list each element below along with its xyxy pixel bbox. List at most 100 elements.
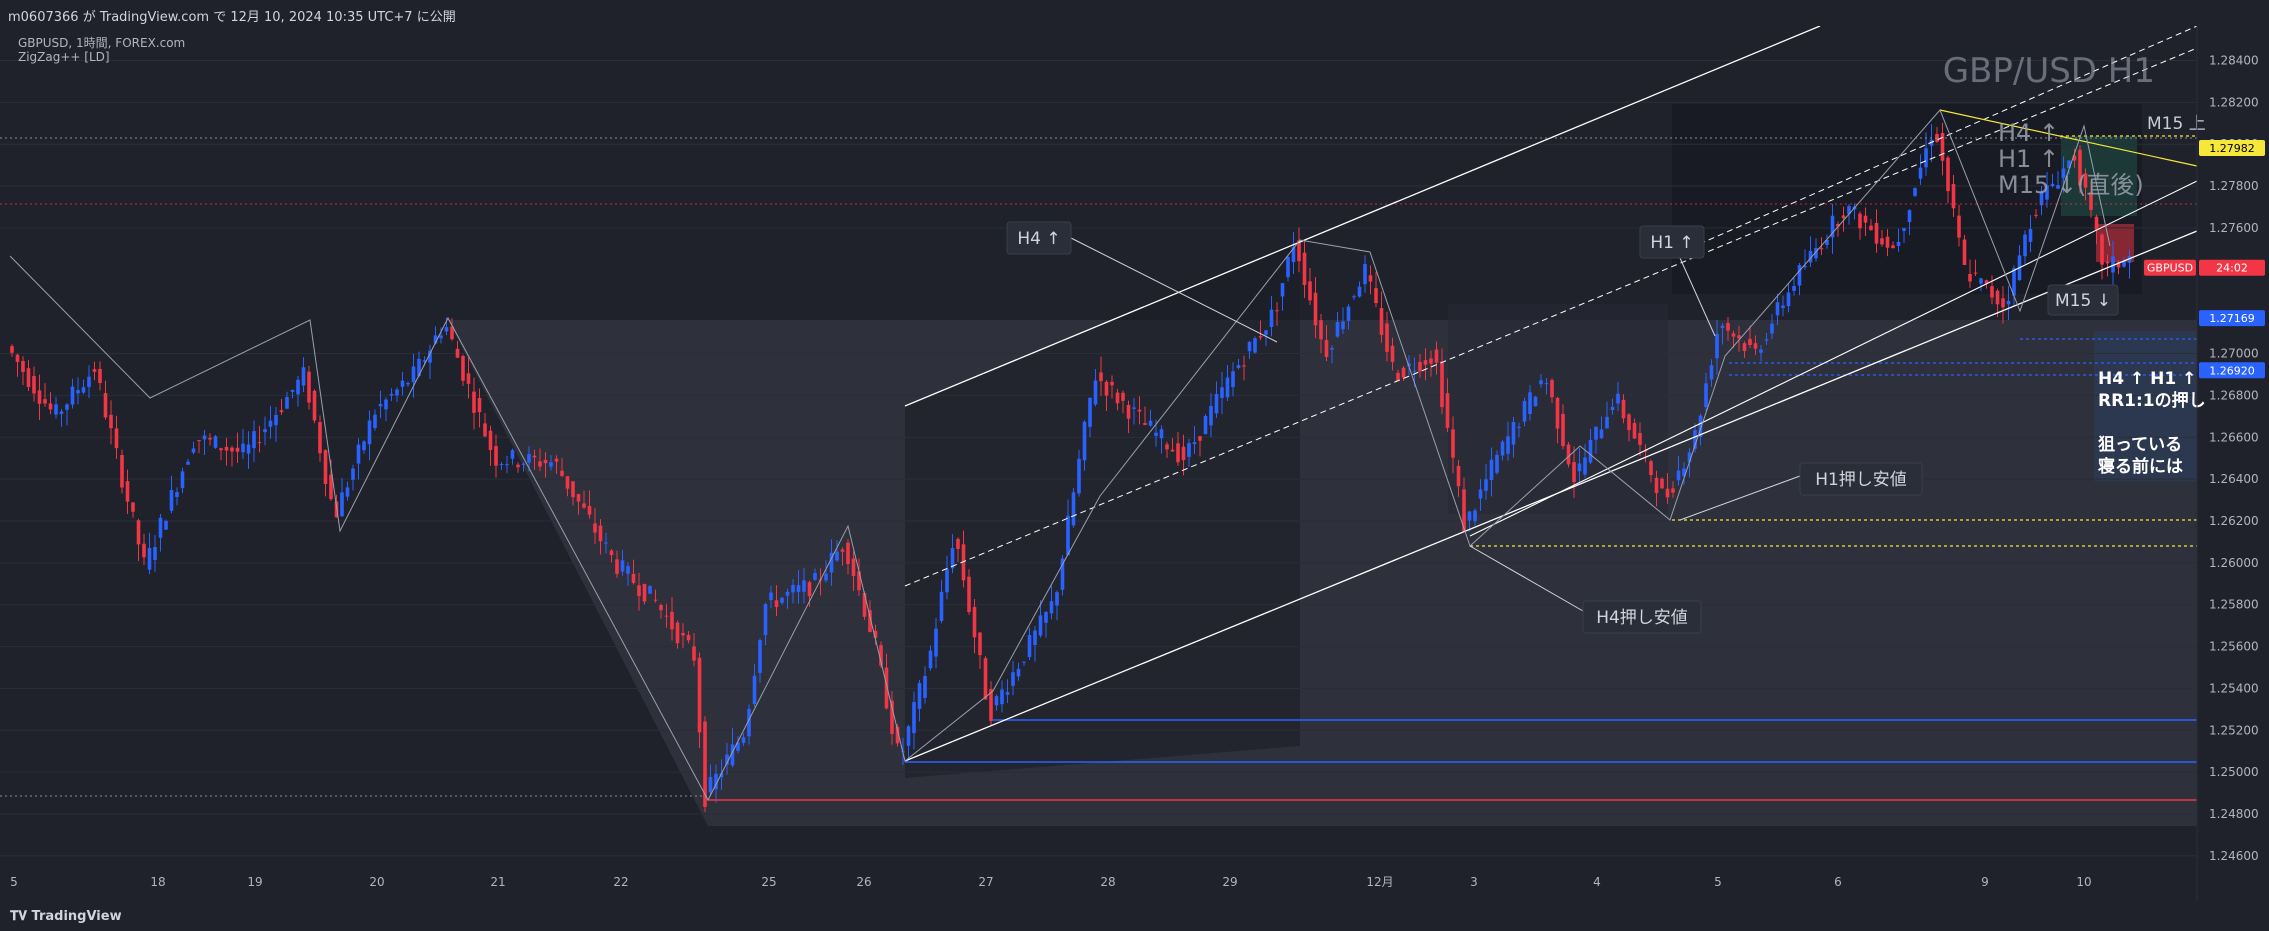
candle-body <box>1638 433 1642 445</box>
candle-body <box>906 726 911 746</box>
price-badge-bg <box>2199 362 2265 379</box>
candle-body <box>428 350 432 363</box>
candle-body <box>1660 478 1664 489</box>
candle-body <box>785 591 790 596</box>
candle-body <box>472 391 476 413</box>
candle-body <box>59 411 64 414</box>
x-tick-label: 3 <box>1470 875 1478 889</box>
header-bar: m0607366 が TradingView.com で 12月 10, 202… <box>0 0 2269 26</box>
candle-body <box>494 446 498 466</box>
candle-body <box>477 398 482 413</box>
candle-body <box>1154 432 1158 436</box>
note-line: RR1:1の押し <box>2098 390 2206 411</box>
note-line: 狙っている <box>2098 434 2182 455</box>
candle-body <box>945 569 949 593</box>
candle-body <box>87 376 91 388</box>
candle-body <box>972 607 977 638</box>
candle-body <box>598 525 603 542</box>
candle-body <box>345 487 350 497</box>
candle-body <box>1214 393 1219 414</box>
candle-body <box>1088 397 1092 427</box>
candle-body <box>191 448 196 453</box>
candle-body <box>1698 415 1703 438</box>
bias-line: M15 ↓(直後) <box>1998 171 2144 199</box>
candle-body <box>967 576 971 613</box>
candle-body <box>1803 265 1807 268</box>
candle-body <box>169 490 174 511</box>
candle-body <box>1957 215 1961 238</box>
x-tick-label: 10 <box>2076 875 2091 889</box>
time-axis[interactable]: 5 18 19 20 21 22 25 26 27 28 29 12月 3 4 5 6 9 10 <box>10 875 2091 889</box>
candle-body <box>824 573 828 581</box>
y-tick-label: 1.26200 <box>2209 514 2259 528</box>
candle-body <box>1858 213 1862 229</box>
candle-body <box>1577 463 1582 472</box>
candle-body <box>1176 443 1180 463</box>
candle-body <box>318 422 322 454</box>
candle-body <box>109 414 113 429</box>
candle-body <box>1753 343 1758 349</box>
candle-body <box>2105 261 2110 264</box>
published-by: m0607366 が TradingView.com で 12月 10, 202… <box>8 10 456 25</box>
y-tick-label: 1.27000 <box>2209 347 2259 361</box>
candle-body <box>296 379 300 395</box>
candle-body <box>2061 168 2066 178</box>
candle-body <box>1676 470 1681 481</box>
candle-body <box>1737 335 1741 339</box>
candle-body <box>1038 615 1043 636</box>
x-tick-label: 20 <box>369 875 384 889</box>
candle-body <box>510 450 515 459</box>
candle-body <box>1979 278 1983 284</box>
y-tick-label: 1.26800 <box>2209 388 2259 402</box>
candle-body <box>10 346 14 353</box>
candle-body <box>246 444 251 454</box>
candle-body <box>956 538 960 549</box>
candle-body <box>686 634 691 641</box>
candle-body <box>1313 292 1318 326</box>
candle-body <box>257 442 262 444</box>
candle-body <box>1841 215 1846 219</box>
zone-note <box>2094 331 2197 481</box>
candle-body <box>1302 252 1307 285</box>
candle-body <box>1572 462 1576 483</box>
candle-body <box>1192 442 1197 445</box>
candle-body <box>1247 341 1252 352</box>
candle-body <box>1764 339 1769 341</box>
candle-body <box>1077 458 1081 494</box>
candle-body <box>560 470 564 476</box>
candle-body <box>708 777 713 793</box>
candle-body <box>1374 288 1378 304</box>
candle-body <box>1995 290 2000 305</box>
candle-body <box>1082 421 1087 461</box>
candle-body <box>1825 239 1829 245</box>
candle-body <box>1335 321 1340 337</box>
candle-body <box>1918 167 1923 179</box>
candle-body <box>1869 225 1873 231</box>
price-badge-text: 1.26920 <box>2209 364 2255 377</box>
candle-body <box>1423 360 1428 365</box>
candle-body <box>1445 393 1450 428</box>
candle-body <box>725 754 729 765</box>
candle-body <box>1781 305 1785 308</box>
candle-body <box>890 700 894 734</box>
y-tick-label: 1.26400 <box>2209 472 2259 486</box>
x-tick-label: 6 <box>1834 875 1842 889</box>
candle-body <box>983 658 988 700</box>
candle-body <box>1407 363 1411 367</box>
candle-body <box>81 387 86 393</box>
candle-body <box>389 393 394 396</box>
candle-body <box>37 390 42 404</box>
candle-body <box>1902 228 1906 231</box>
price-badge-bg <box>2144 259 2196 276</box>
candle-body <box>1115 392 1120 404</box>
candle-body <box>1621 399 1626 419</box>
candle-body <box>1819 248 1824 250</box>
y-tick-label: 1.25200 <box>2209 723 2259 737</box>
candle-body <box>1022 661 1026 663</box>
price-axis[interactable]: 1.284001.282001.280001.278001.276001.270… <box>2209 53 2259 862</box>
candle-body <box>2023 234 2027 257</box>
candle-body <box>565 476 570 489</box>
pointer <box>1679 475 1801 521</box>
candle-body <box>1594 426 1598 440</box>
